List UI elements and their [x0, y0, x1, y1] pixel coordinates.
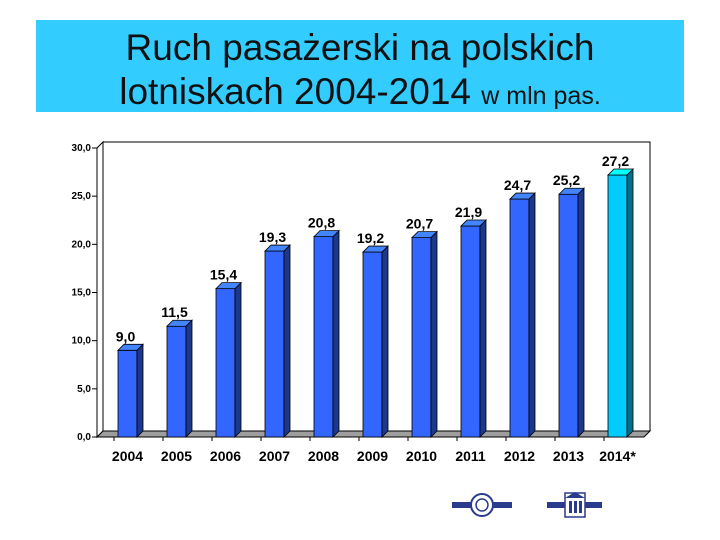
bar-top: [117, 343, 144, 351]
y-tick-label: 20,0: [72, 239, 92, 250]
bar-side: [626, 168, 634, 438]
bar-top: [509, 192, 536, 200]
y-tick-label: 30,0: [72, 143, 92, 154]
bar: [558, 193, 579, 438]
bar-side: [185, 319, 193, 438]
y-tick-label: 5,0: [77, 384, 91, 395]
x-tick-label: 2012: [504, 448, 535, 464]
y-tick-label: 10,0: [72, 336, 92, 347]
y-tick-label: 0,0: [77, 432, 91, 443]
bar: [411, 237, 432, 438]
title-banner: Ruch pasażerski na polskich lotniskach 2…: [36, 20, 684, 112]
data-label: 20,8: [308, 215, 335, 231]
x-tick-label: 2005: [161, 448, 192, 464]
bar: [607, 174, 628, 438]
x-tick-label: 2006: [210, 448, 241, 464]
bar-top: [215, 282, 242, 290]
side-wall: [96, 140, 104, 439]
bar-top: [411, 231, 438, 238]
data-label: 19,3: [259, 229, 286, 245]
bar-side: [381, 245, 389, 438]
x-tick-label: 2007: [259, 448, 290, 464]
x-tick-label: 2011: [455, 448, 486, 464]
y-tick-label: 15,0: [72, 288, 92, 299]
x-tick-label: 2009: [357, 448, 388, 464]
bar-side: [283, 244, 291, 438]
bar: [166, 325, 187, 438]
bar: [313, 236, 334, 438]
bar: [215, 288, 236, 438]
bar-top: [166, 319, 193, 327]
bar-top: [607, 168, 634, 176]
bar: [460, 225, 481, 438]
back-wall-edge: [103, 141, 651, 431]
bar-top: [558, 187, 585, 195]
right-building-logo: [547, 492, 602, 518]
x-tick-label: 2013: [553, 448, 584, 464]
bar-top: [264, 244, 291, 252]
data-label: 9,0: [116, 328, 136, 344]
bar-side: [136, 343, 144, 438]
bar-side: [332, 229, 340, 438]
bar-top: [313, 230, 340, 238]
data-label: 24,7: [504, 177, 531, 193]
bar: [264, 250, 285, 438]
data-label: 25,2: [553, 172, 580, 188]
x-tick-label: 2004: [112, 448, 143, 464]
data-label: 20,7: [406, 216, 433, 232]
chart-title-main: lotniskach 2004-2014: [119, 71, 471, 112]
x-tick-label: 2014*: [599, 448, 636, 464]
chart-title-line2: lotniskach 2004-2014 w mln pas.: [36, 72, 684, 116]
bar-top: [460, 219, 487, 227]
bar: [509, 198, 530, 438]
bar-top: [362, 245, 389, 253]
data-label: 21,9: [455, 204, 482, 220]
chart-title-unit: w mln pas.: [481, 82, 601, 110]
x-tick-label: 2010: [406, 448, 437, 464]
left-seal-logo: [452, 493, 512, 517]
data-label: 27,2: [602, 153, 629, 169]
bar: [362, 251, 383, 438]
bar: [117, 349, 138, 438]
logos: [452, 492, 602, 518]
data-label: 15,4: [210, 267, 237, 283]
bar-side: [430, 230, 438, 438]
x-tick-label: 2008: [308, 448, 339, 464]
bar-side: [234, 281, 242, 438]
bar-side: [528, 192, 536, 438]
chart-title-line1: Ruch pasażerski na polskich: [125, 27, 595, 68]
bar-side: [479, 219, 487, 438]
y-tick-label: 25,0: [72, 191, 92, 202]
bar-side: [577, 187, 585, 438]
data-label: 11,5: [161, 304, 188, 320]
data-label: 19,2: [357, 230, 384, 246]
